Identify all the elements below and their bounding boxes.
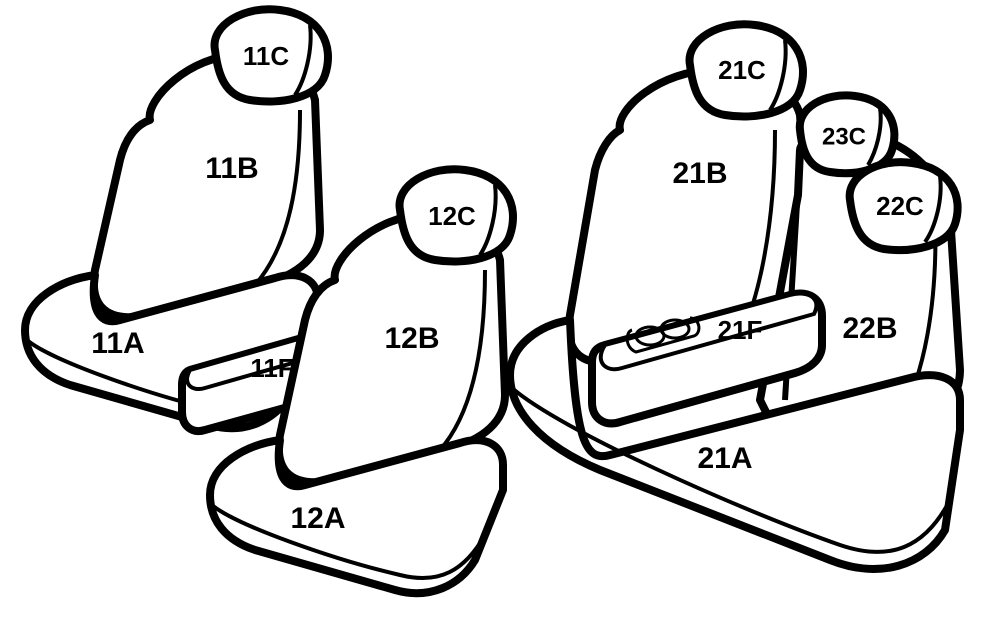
label-21b: 21B bbox=[672, 157, 727, 190]
label-21f: 21F bbox=[718, 315, 763, 345]
label-23c: 23C bbox=[822, 123, 866, 150]
label-12c: 12C bbox=[428, 201, 476, 231]
label-22b: 22B bbox=[842, 312, 897, 345]
label-22c: 22C bbox=[876, 191, 924, 221]
label-12a: 12A bbox=[290, 502, 345, 535]
label-12b: 12B bbox=[384, 322, 439, 355]
label-21c: 21C bbox=[718, 55, 766, 85]
label-11a: 11A bbox=[91, 327, 144, 360]
label-21a: 21A bbox=[697, 442, 752, 475]
seat-diagram: 11C 11B 11A 11F 12C 12B 12A 21C 23C 22C … bbox=[0, 0, 1000, 641]
label-11c: 11C bbox=[243, 41, 289, 71]
label-11b: 11B bbox=[205, 152, 258, 185]
label-11f: 11F bbox=[250, 353, 293, 383]
